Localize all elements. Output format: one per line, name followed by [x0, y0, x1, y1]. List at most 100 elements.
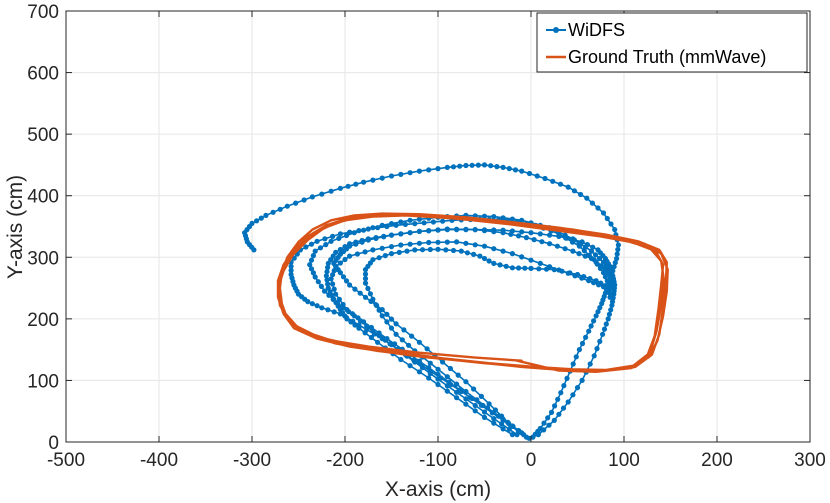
widfs-point: [393, 331, 399, 337]
widfs-point: [398, 219, 404, 225]
widfs-point: [608, 307, 614, 313]
widfs-point: [409, 333, 415, 339]
widfs-point: [398, 231, 404, 237]
widfs-point: [325, 307, 331, 313]
widfs-point: [308, 257, 315, 263]
widfs-point: [612, 260, 618, 266]
widfs-point: [401, 327, 407, 333]
widfs-point: [537, 260, 543, 266]
widfs-point: [435, 366, 441, 372]
widfs-point: [454, 381, 460, 387]
widfs-point: [586, 328, 592, 334]
widfs-point: [528, 257, 534, 263]
widfs-point: [325, 281, 331, 287]
widfs-point: [353, 181, 359, 187]
widfs-point: [319, 305, 325, 311]
widfs-point: [579, 377, 585, 383]
widfs-point: [376, 330, 382, 336]
widfs-point: [393, 321, 399, 327]
widfs-point: [435, 246, 441, 252]
widfs-point: [481, 243, 488, 249]
widfs-point: [597, 338, 603, 344]
widfs-point: [330, 281, 336, 287]
widfs-point: [388, 221, 395, 227]
widfs-point: [581, 274, 587, 280]
widfs-point: [592, 252, 599, 258]
widfs-point: [362, 276, 369, 282]
widfs-point: [562, 246, 568, 252]
widfs-point: [574, 385, 581, 391]
x-tick-label: -500: [47, 450, 85, 471]
widfs-point: [565, 399, 571, 405]
widfs-point: [519, 254, 525, 260]
widfs-point: [270, 209, 276, 215]
widfs-point: [427, 360, 433, 366]
widfs-point: [308, 241, 315, 247]
widfs-point: [263, 212, 269, 218]
widfs-point: [480, 402, 486, 409]
widfs-point: [547, 232, 553, 238]
widfs-point: [419, 363, 425, 369]
widfs-point: [500, 230, 506, 236]
widfs-point: [523, 235, 530, 241]
legend-box: [536, 12, 808, 73]
widfs-point: [581, 248, 587, 254]
widfs-point: [463, 226, 469, 232]
widfs-point: [347, 253, 353, 259]
widfs-point: [528, 230, 534, 236]
widfs-point: [427, 246, 433, 253]
widfs-point: [590, 244, 596, 250]
widfs-point: [426, 228, 432, 234]
widfs-point: [345, 183, 351, 189]
widfs-point: [370, 247, 376, 253]
widfs-point: [384, 223, 390, 230]
widfs-point: [481, 414, 488, 420]
widfs-point: [392, 341, 398, 347]
widfs-point: [303, 244, 309, 250]
widfs-point: [578, 191, 584, 198]
widfs-point: [481, 228, 488, 234]
widfs-point: [440, 359, 446, 365]
widfs-point: [308, 266, 315, 272]
widfs-point: [407, 170, 413, 176]
widfs-point: [416, 168, 422, 174]
widfs-point: [348, 319, 354, 325]
widfs-point: [584, 195, 590, 201]
widfs-point: [314, 303, 320, 309]
widfs-point: [508, 231, 514, 237]
widfs-point: [375, 339, 381, 345]
widfs-point: [481, 213, 488, 219]
widfs-point: [421, 220, 427, 226]
widfs-point: [595, 205, 601, 211]
widfs-point: [615, 242, 622, 248]
widfs-point: [491, 214, 497, 220]
widfs-point: [596, 255, 603, 262]
widfs-point: [526, 435, 532, 441]
widfs-point: [337, 260, 343, 266]
widfs-point: [407, 241, 413, 247]
widfs-point: [516, 233, 522, 239]
widfs-point: [301, 197, 307, 203]
widfs-point: [481, 162, 488, 168]
widfs-point: [491, 229, 497, 235]
widfs-point: [412, 221, 418, 227]
widfs-point: [365, 285, 371, 292]
widfs-point: [406, 342, 412, 348]
widfs-point: [288, 271, 294, 278]
widfs-point: [362, 294, 369, 300]
widfs-point: [598, 280, 604, 286]
widfs-point: [582, 253, 588, 259]
widfs-point: [340, 274, 347, 280]
widfs-point: [352, 322, 358, 328]
widfs-point: [411, 357, 417, 363]
widfs-point: [284, 203, 290, 209]
widfs-point: [362, 280, 369, 286]
widfs-point: [588, 323, 594, 329]
legend-marker-widfs: [553, 27, 559, 33]
widfs-point: [412, 247, 418, 253]
widfs-point: [556, 231, 562, 237]
widfs-point: [365, 226, 371, 232]
widfs-point: [426, 167, 432, 173]
widfs-point: [560, 405, 567, 411]
